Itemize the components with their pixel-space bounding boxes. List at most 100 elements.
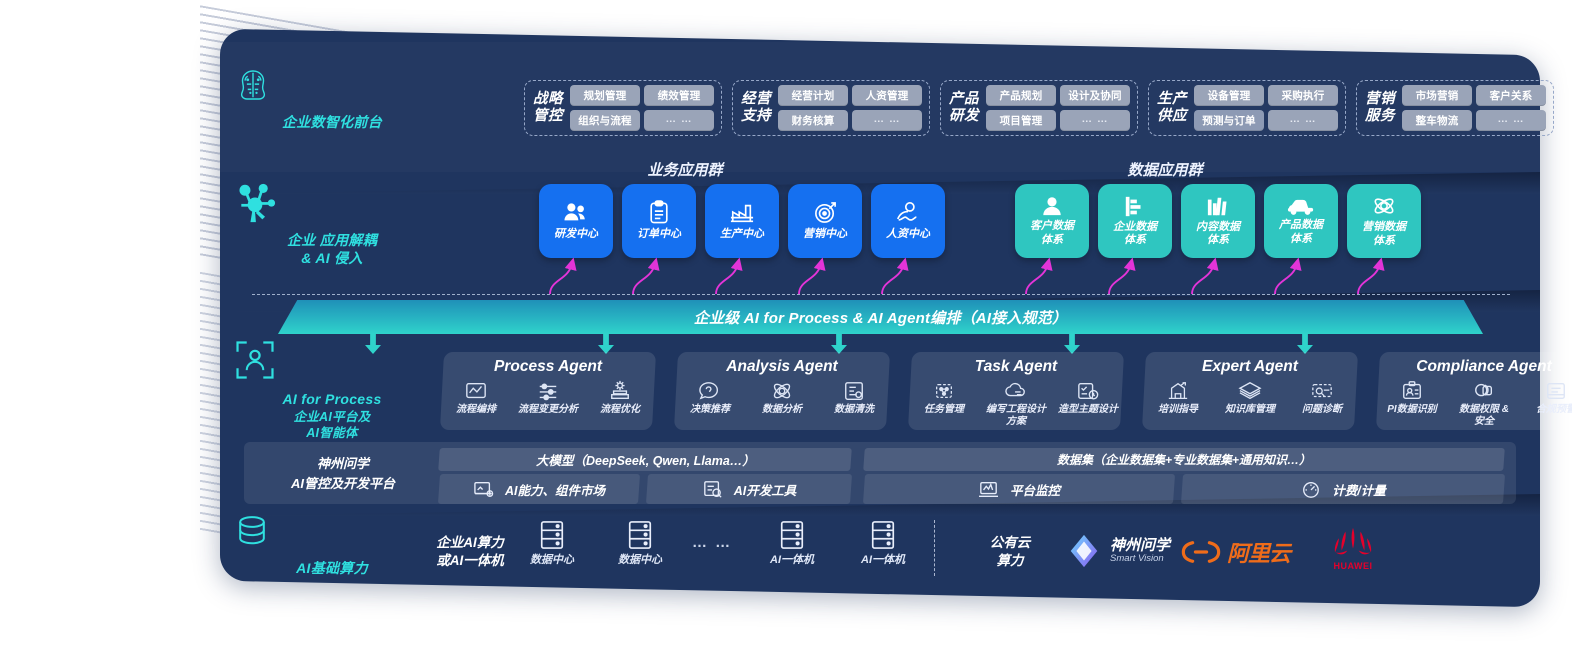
chip[interactable]: 项目管理 xyxy=(986,110,1056,131)
agent-item[interactable]: 合规预警 xyxy=(1525,380,1572,416)
rail-aiprocess-label-3: AI智能体 xyxy=(306,425,358,440)
monitor-icon xyxy=(978,480,1000,499)
infra-node-4[interactable]: AI一体机 xyxy=(861,520,905,568)
agent-card-2[interactable]: Task Agent 任务管理 编写工程设计方案 造型主题设计 xyxy=(907,352,1125,430)
agent-item[interactable]: 编写工程设计方案 xyxy=(985,380,1047,427)
agent-item[interactable]: PI数据识别 xyxy=(1381,380,1443,416)
data-card-3[interactable]: 产品数据 体系 xyxy=(1264,184,1338,258)
data-card-0[interactable]: 客户数据 体系 xyxy=(1015,184,1089,258)
business-card-2[interactable]: 生产中心 xyxy=(705,184,779,258)
agent-item[interactable]: 知识库管理 xyxy=(1219,380,1281,416)
agent-item[interactable]: 流程编排 xyxy=(445,380,507,416)
cloud-pen-icon xyxy=(1004,380,1028,402)
data-card-1[interactable]: 企业数据 体系 xyxy=(1098,184,1172,258)
agent-item[interactable]: 流程优化 xyxy=(589,380,651,416)
infra-node-label: 数据中心 xyxy=(530,554,574,566)
chip[interactable]: 采购执行 xyxy=(1268,85,1338,106)
top-group-2[interactable]: 产品 研发 产品规划 设计及协同 项目管理 … … xyxy=(940,80,1138,136)
vendor-name: HUAWEI xyxy=(1333,561,1373,571)
chip[interactable]: 规划管理 xyxy=(570,85,640,106)
server-icon xyxy=(778,520,806,550)
data-card-label: 营销数据 体系 xyxy=(1362,221,1406,247)
chip[interactable]: 产品规划 xyxy=(986,85,1056,106)
business-card-3[interactable]: 营销中心 xyxy=(788,184,862,258)
agent-card-3[interactable]: Expert Agent 培训指导 知识库管理 问题诊断 xyxy=(1141,352,1359,430)
agent-item-label: 数据分析 xyxy=(762,404,802,415)
agent-card-1[interactable]: Analysis Agent 决策推荐 数据分析 数据清洗 xyxy=(673,352,891,430)
chip[interactable]: 人资管理 xyxy=(852,85,922,106)
rail-front: 企业数智化前台 xyxy=(232,64,432,132)
down-arrow-1 xyxy=(598,334,614,354)
models-bar[interactable]: 大模型（DeepSeek, Qwen, Llama…） xyxy=(438,448,852,471)
rail-compute: AI基础算力 xyxy=(232,512,432,578)
agent-item[interactable]: 流程变更分析 xyxy=(517,380,579,416)
person-scan-icon xyxy=(232,337,432,383)
shield-overlap-icon xyxy=(1472,380,1496,402)
chip[interactable]: 财务核算 xyxy=(778,110,848,131)
chip[interactable]: … … xyxy=(1060,110,1130,131)
infra-node-1[interactable]: 数据中心 xyxy=(618,520,662,568)
chip[interactable]: … … xyxy=(644,110,714,131)
aliyun-logo xyxy=(1180,539,1222,565)
chip[interactable]: 绩效管理 xyxy=(644,85,714,106)
chip[interactable]: … … xyxy=(1268,110,1338,131)
business-card-label: 生产中心 xyxy=(720,227,764,240)
agent-item[interactable]: 数据权限 & 安全 xyxy=(1453,380,1515,427)
platform-cell-1[interactable]: AI开发工具 xyxy=(645,474,853,504)
infra-node-3[interactable]: AI一体机 xyxy=(770,520,814,568)
top-group-name: 战略 管控 xyxy=(533,90,563,124)
agent-item[interactable]: 数据分析 xyxy=(751,380,813,416)
down-arrow-3 xyxy=(1064,334,1080,354)
chip[interactable]: 设备管理 xyxy=(1194,85,1264,106)
agent-title: Process Agent xyxy=(494,358,602,375)
chip[interactable]: 组织与流程 xyxy=(570,110,640,131)
rail-decouple: 企业 应用解耦 & AI 侵入 xyxy=(232,182,432,268)
down-arrow-4 xyxy=(1297,334,1313,354)
agent-item[interactable]: 任务管理 xyxy=(913,380,975,416)
data-card-2[interactable]: 内容数据 体系 xyxy=(1181,184,1255,258)
shenzhou-wenxue-logo xyxy=(1065,532,1103,570)
agent-card-0[interactable]: Process Agent 流程编排 流程变更分析 流程优化 xyxy=(439,352,657,430)
chip[interactable]: 客户关系 xyxy=(1476,85,1546,106)
chip[interactable]: … … xyxy=(1476,110,1546,131)
agent-item[interactable]: 数据清洗 xyxy=(823,380,885,416)
business-card-4[interactable]: 人资中心 xyxy=(871,184,945,258)
vendor-shenzhou[interactable]: 神州问学 Smart Vision xyxy=(1065,532,1170,570)
agent-item[interactable]: 决策推荐 xyxy=(679,380,741,416)
agent-item[interactable]: 培训指导 xyxy=(1147,380,1209,416)
top-group-3[interactable]: 生产 供应 设备管理 采购执行 预测与订单 … … xyxy=(1148,80,1346,136)
agent-item[interactable]: 造型主题设计 xyxy=(1057,380,1119,416)
business-card-1[interactable]: 订单中心 xyxy=(622,184,696,258)
banner-label: 企业级 AI for Process & AI Agent编排（AI接入规范） xyxy=(693,309,1068,327)
chip[interactable]: 预测与订单 xyxy=(1194,110,1264,131)
chip[interactable]: 整车物流 xyxy=(1402,110,1472,131)
data-card-4[interactable]: 营销数据 体系 xyxy=(1347,184,1421,258)
agent-item[interactable]: 问题诊断 xyxy=(1291,380,1353,416)
top-group-4[interactable]: 营销 服务 市场营销 客户关系 整车物流 … … xyxy=(1356,80,1554,136)
infra-node-2: … … xyxy=(692,534,732,551)
vendor-huawei[interactable]: HUAWEI xyxy=(1330,526,1376,571)
platform-cell-2[interactable]: 平台监控 xyxy=(862,474,1176,504)
top-group-0[interactable]: 战略 管控 规划管理 绩效管理 组织与流程 … … xyxy=(524,80,722,136)
infra-node-0[interactable]: 数据中心 xyxy=(530,520,574,568)
clipboard-icon xyxy=(648,200,670,225)
chip[interactable]: 市场营销 xyxy=(1402,85,1472,106)
platform-cell-label: AI能力、组件市场 xyxy=(504,483,605,498)
agent-item-label: 培训指导 xyxy=(1158,404,1198,415)
platform-name-line2: AI管控及开发平台 xyxy=(290,475,395,491)
chip[interactable]: 设计及协同 xyxy=(1060,85,1130,106)
data-card-label: 客户数据 体系 xyxy=(1030,220,1074,246)
atom-analysis-icon xyxy=(770,380,794,402)
data-card-label: 内容数据 体系 xyxy=(1196,220,1240,246)
top-group-1[interactable]: 经营 支持 经营计划 人资管理 财务核算 … … xyxy=(732,80,930,136)
platform-cell-0[interactable]: AI能力、组件市场 xyxy=(437,474,641,504)
sliders-icon xyxy=(536,380,560,402)
dataset-bar[interactable]: 数据集（企业数据集+专业数据集+通用知识…） xyxy=(863,448,1505,471)
business-card-0[interactable]: 研发中心 xyxy=(539,184,613,258)
chip[interactable]: 经营计划 xyxy=(778,85,848,106)
chip[interactable]: … … xyxy=(852,110,922,131)
vendor-aliyun[interactable]: 阿里云 xyxy=(1180,536,1290,568)
agent-card-4[interactable]: Compliance Agent PI数据识别 数据权限 & 安全 合规预警 xyxy=(1375,352,1572,430)
platform-cell-3[interactable]: 计费/计量 xyxy=(1180,474,1506,504)
